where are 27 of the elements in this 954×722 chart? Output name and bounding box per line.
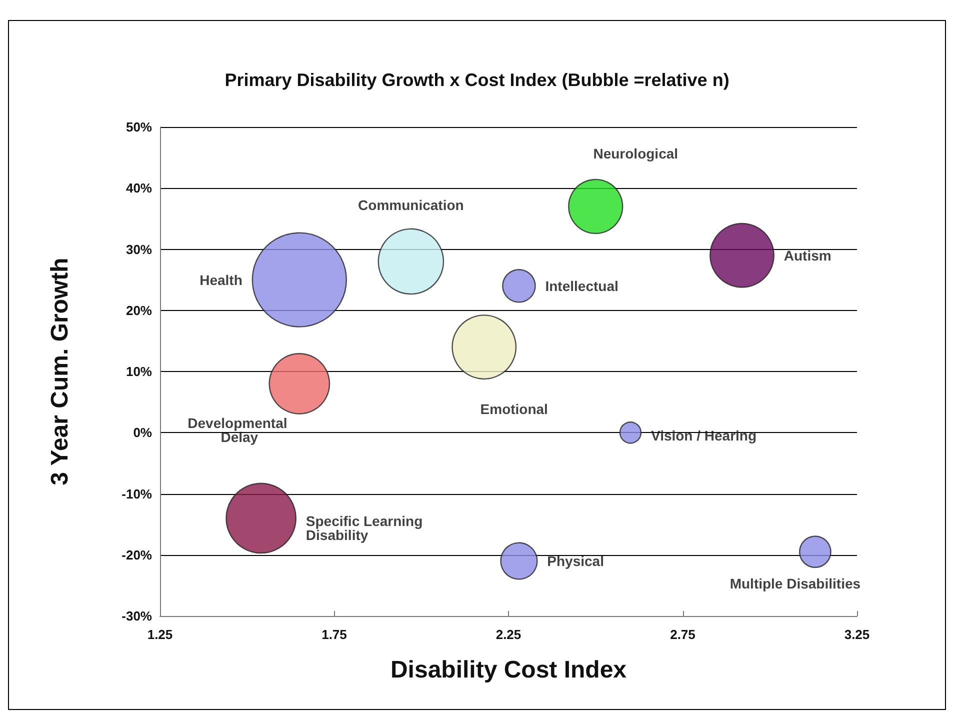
x-tick-label: 3.25 — [844, 627, 870, 642]
series-label: Autism — [784, 247, 832, 264]
y-tick-label: 10% — [126, 364, 152, 379]
y-tick-label: 30% — [126, 242, 152, 257]
y-tick-label: -20% — [122, 547, 152, 562]
y-tick-label: 0% — [133, 425, 152, 440]
x-tick-label: 2.25 — [496, 627, 522, 642]
series-label: Specific Learning Disability — [306, 513, 427, 544]
series-label: Multiple Disabilities — [730, 575, 861, 592]
x-tick-label: 2.75 — [670, 627, 696, 642]
y-axis-title: 3 Year Cum. Growth — [46, 258, 74, 486]
y-tick-label: 40% — [126, 180, 152, 196]
series-label: Intellectual — [545, 278, 618, 294]
series-label: Health — [200, 272, 242, 288]
x-tick-label: 1.25 — [147, 627, 173, 642]
series-label: Communication — [358, 196, 464, 213]
x-tick-label: 1.75 — [322, 627, 347, 642]
y-tick-label: -30% — [122, 608, 152, 624]
chart-title: Primary Disability Growth x Cost Index (Bubble =relative n) — [224, 70, 730, 90]
y-tick-label: 20% — [126, 302, 152, 318]
series-label: Physical — [547, 552, 604, 569]
series-label: Developmental Delay — [188, 414, 292, 445]
y-tick-label: -10% — [122, 486, 152, 502]
series-label: Emotional — [480, 400, 548, 417]
x-axis-title: Disability Cost Index — [390, 656, 628, 684]
y-tick-label: 50% — [126, 120, 152, 134]
series-label: Neurological — [593, 145, 678, 162]
